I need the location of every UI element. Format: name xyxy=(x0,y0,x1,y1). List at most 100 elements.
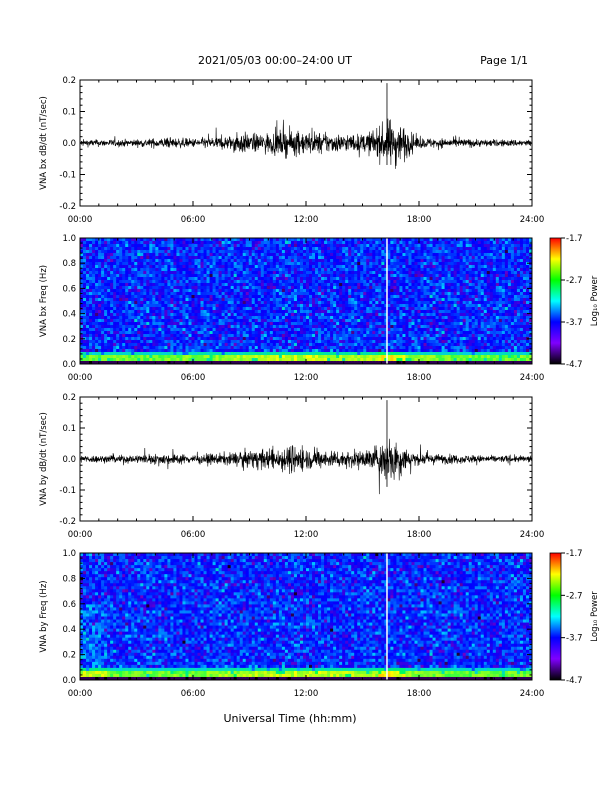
heatmap-cell xyxy=(299,310,304,314)
heatmap-cell xyxy=(278,346,283,350)
heatmap-cell xyxy=(333,355,337,359)
heatmap-cell xyxy=(351,244,355,248)
heatmap-cell xyxy=(206,277,210,281)
heatmap-cell xyxy=(275,250,280,254)
heatmap-cell xyxy=(122,286,126,290)
heatmap-cell xyxy=(137,238,141,242)
heatmap-cell xyxy=(167,307,171,311)
heatmap-cell xyxy=(113,307,117,311)
heatmap-cell xyxy=(390,334,394,338)
heatmap-cell xyxy=(336,286,340,290)
heatmap-cell xyxy=(248,262,253,266)
heatmap-cell xyxy=(333,349,337,353)
heatmap-cell xyxy=(324,292,328,296)
heatmap-cell xyxy=(242,241,247,245)
heatmap-cell xyxy=(248,271,253,275)
heatmap-cell xyxy=(266,343,271,347)
heatmap-cell xyxy=(375,307,379,311)
heatmap-cell xyxy=(411,337,415,341)
heatmap-cell xyxy=(309,355,313,359)
heatmap-cell xyxy=(155,238,159,242)
heatmap-cell xyxy=(197,283,201,287)
heatmap-cell xyxy=(107,262,111,266)
heatmap-cell xyxy=(266,346,271,350)
heatmap-cell xyxy=(378,343,382,347)
heatmap-cell xyxy=(101,256,105,260)
heatmap-cell xyxy=(191,310,195,314)
heatmap-cell xyxy=(411,340,415,344)
heatmap-cell xyxy=(260,340,265,344)
heatmap-cell xyxy=(336,292,340,296)
heatmap-cell xyxy=(242,328,247,332)
heatmap-cell xyxy=(119,265,123,269)
heatmap-cell xyxy=(429,277,433,281)
heatmap-cell xyxy=(426,316,430,320)
heatmap-cell xyxy=(299,292,304,296)
heatmap-cell xyxy=(324,247,328,251)
heatmap-cell xyxy=(333,244,337,248)
heatmap-cell xyxy=(414,241,418,245)
heatmap-cell xyxy=(86,247,90,251)
heatmap-cell xyxy=(185,304,189,308)
heatmap-cell xyxy=(333,352,337,356)
heatmap-cell xyxy=(248,268,253,272)
heatmap-cell xyxy=(110,265,114,269)
heatmap-cell xyxy=(158,319,162,323)
heatmap-cell xyxy=(375,244,379,248)
heatmap-cell xyxy=(197,265,201,269)
heatmap-cell xyxy=(420,325,424,329)
heatmap-cell xyxy=(357,349,361,353)
heatmap-cell xyxy=(218,277,223,281)
heatmap-cell xyxy=(390,259,394,263)
heatmap-cell xyxy=(200,328,204,332)
heatmap-cell xyxy=(387,256,391,260)
heatmap-cell xyxy=(167,346,171,350)
heatmap-cell xyxy=(185,355,189,359)
heatmap-cell xyxy=(113,262,117,266)
heatmap-cell xyxy=(263,304,268,308)
heatmap-cell xyxy=(281,301,286,305)
heatmap-cell xyxy=(179,325,183,329)
heatmap-cell xyxy=(236,253,241,257)
heatmap-cell xyxy=(260,319,265,323)
heatmap-cell xyxy=(83,250,87,254)
heatmap-cell xyxy=(278,328,283,332)
heatmap-cell xyxy=(357,286,361,290)
heatmap-cell xyxy=(206,316,210,320)
heatmap-cell xyxy=(417,292,421,296)
heatmap-cell xyxy=(390,277,394,281)
heatmap-cell xyxy=(239,289,244,293)
heatmap-cell xyxy=(143,286,147,290)
heatmap-cell xyxy=(321,331,325,335)
heatmap-cell xyxy=(230,262,235,266)
heatmap-cell xyxy=(357,304,361,308)
heatmap-cell xyxy=(89,262,93,266)
heatmap-cell xyxy=(230,343,235,347)
heatmap-cell xyxy=(215,241,220,245)
heatmap-cell xyxy=(399,307,403,311)
heatmap-cell xyxy=(369,268,373,272)
heatmap-cell xyxy=(414,274,418,278)
heatmap-cell xyxy=(182,247,186,251)
heatmap-cell xyxy=(116,286,120,290)
heatmap-cell xyxy=(86,334,90,338)
heatmap-cell xyxy=(393,280,397,284)
heatmap-cell xyxy=(137,253,141,257)
heatmap-cell xyxy=(80,244,84,248)
heatmap-cell xyxy=(227,238,232,242)
heatmap-cell xyxy=(302,355,307,359)
heatmap-cell xyxy=(333,307,337,311)
heatmap-cell xyxy=(158,340,162,344)
heatmap-cell xyxy=(155,301,159,305)
heatmap-cell xyxy=(200,301,204,305)
heatmap-cell xyxy=(248,322,253,326)
heatmap-cell xyxy=(107,352,111,356)
heatmap-cell xyxy=(218,271,223,275)
heatmap-cell xyxy=(263,274,268,278)
heatmap-cell xyxy=(260,325,265,329)
heatmap-cell xyxy=(227,346,232,350)
heatmap-cell xyxy=(218,361,223,365)
heatmap-cell xyxy=(251,355,256,359)
heatmap-cell xyxy=(281,358,286,362)
heatmap-cell xyxy=(176,241,180,245)
